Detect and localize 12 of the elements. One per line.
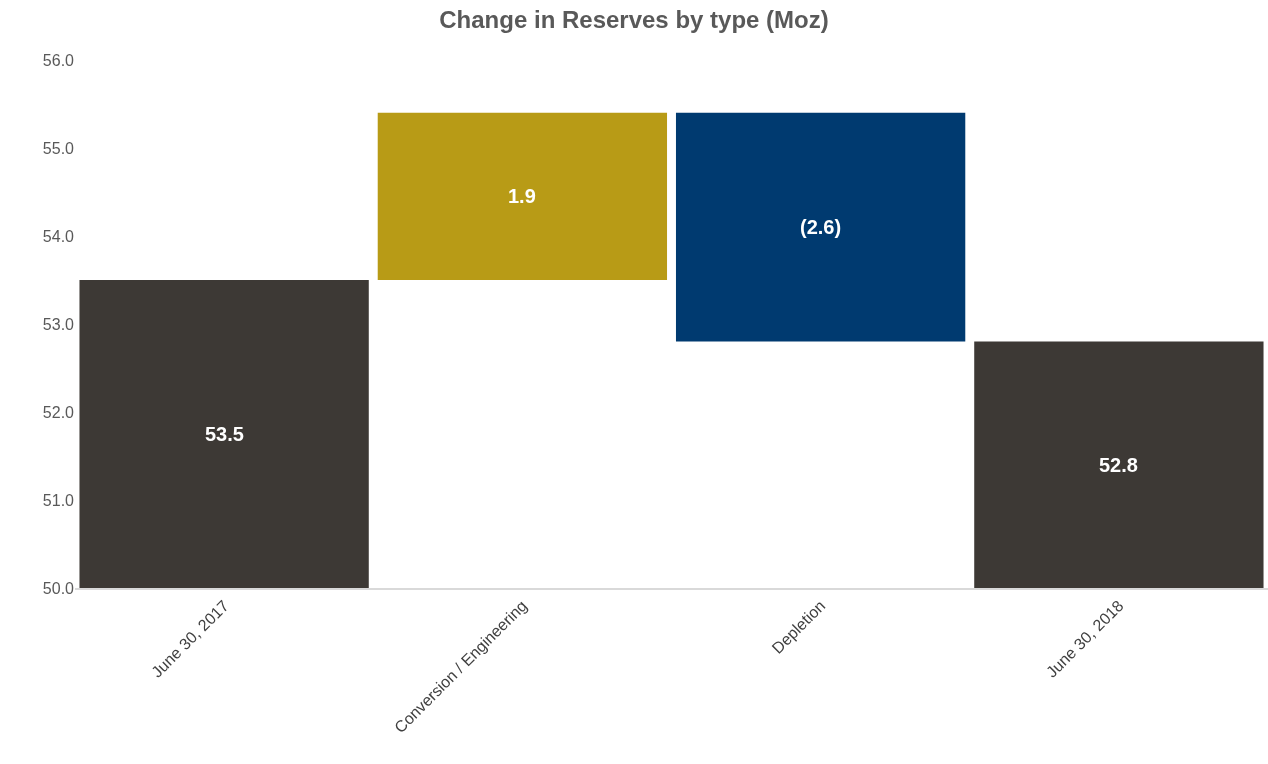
data-label: 1.9 bbox=[508, 185, 536, 207]
data-label: (2.6) bbox=[800, 216, 842, 238]
chart-title: Change in Reserves by type (Moz) bbox=[439, 6, 829, 34]
y-tick-label: 51.0 bbox=[42, 491, 75, 509]
y-tick-label: 54.0 bbox=[42, 227, 75, 245]
data-label: 52.8 bbox=[1099, 454, 1138, 476]
y-tick-label: 50.0 bbox=[42, 579, 75, 597]
y-tick-label: 55.0 bbox=[42, 139, 75, 157]
y-tick-label: 56.0 bbox=[42, 51, 75, 69]
data-label: 53.5 bbox=[205, 423, 244, 445]
y-tick-label: 52.0 bbox=[42, 403, 75, 421]
y-tick-label: 53.0 bbox=[42, 315, 75, 333]
